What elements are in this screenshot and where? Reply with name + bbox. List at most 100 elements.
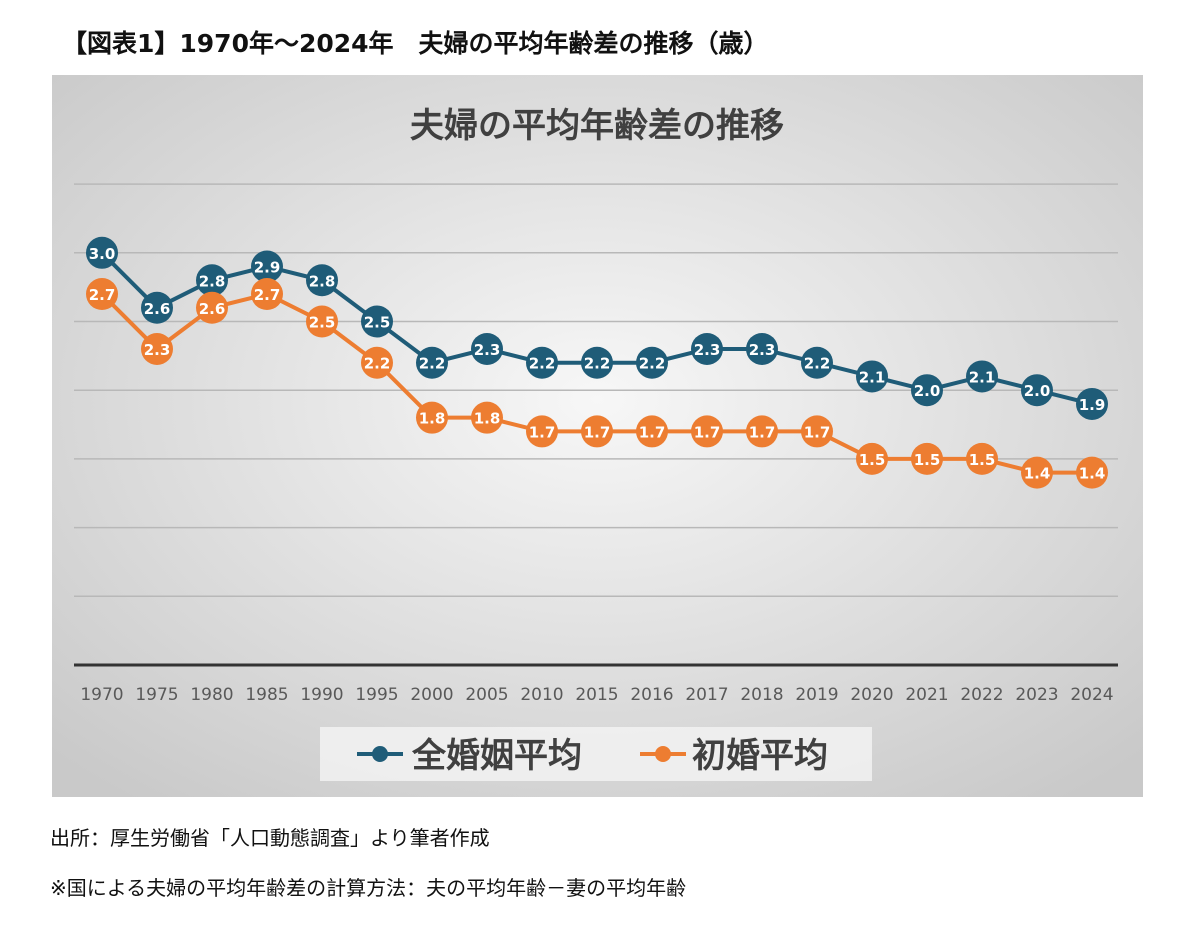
- x-tick-label: 2017: [685, 685, 728, 705]
- data-point: [306, 264, 338, 297]
- data-point: [581, 346, 613, 379]
- data-point: [911, 374, 943, 407]
- data-label: 2.9: [254, 259, 281, 277]
- data-label: 2.3: [144, 341, 171, 359]
- data-label: 2.2: [364, 355, 391, 373]
- data-label: 2.2: [419, 355, 446, 373]
- data-label: 2.5: [364, 314, 391, 332]
- legend-label: 全婚姻平均: [411, 736, 582, 776]
- data-label: 2.3: [694, 341, 721, 359]
- x-tick-label: 2018: [740, 685, 783, 705]
- data-point: [251, 250, 283, 283]
- data-label: 1.7: [694, 423, 721, 441]
- data-label: 2.2: [584, 355, 611, 373]
- data-label: 1.8: [419, 410, 446, 428]
- data-point: [581, 415, 613, 448]
- data-point: [86, 278, 118, 311]
- data-point: [966, 360, 998, 393]
- data-label: 2.1: [969, 368, 996, 386]
- data-label: 2.2: [639, 355, 666, 373]
- legend-label: 初婚平均: [692, 736, 828, 776]
- data-label: 2.5: [309, 314, 336, 332]
- data-label: 1.7: [639, 423, 666, 441]
- data-label: 2.8: [309, 272, 336, 290]
- data-point: [196, 264, 228, 297]
- data-label: 1.4: [1079, 465, 1106, 483]
- x-tick-label: 2000: [410, 685, 453, 705]
- data-label: 2.1: [859, 368, 886, 386]
- data-label: 2.2: [529, 355, 556, 373]
- data-point: [801, 415, 833, 448]
- x-tick-label: 1990: [300, 685, 343, 705]
- data-point: [416, 401, 448, 434]
- x-tick-label: 1995: [355, 685, 398, 705]
- method-note: ※国による夫婦の平均年齢差の計算方法：夫の平均年齢－妻の平均年齢: [50, 876, 687, 900]
- data-label: 1.5: [859, 451, 886, 469]
- data-point: [691, 415, 723, 448]
- data-label: 1.7: [529, 423, 556, 441]
- data-label: 2.3: [474, 341, 501, 359]
- legend: 全婚姻平均 初婚平均: [320, 727, 872, 781]
- x-tick-label: 2005: [465, 685, 508, 705]
- line-chart: 夫婦の平均年齢差の推移 1970 1975 1980 1985 1990 1995 2000…: [52, 75, 1143, 797]
- data-label: 1.7: [584, 423, 611, 441]
- data-point: [471, 401, 503, 434]
- data-point: [1076, 387, 1108, 420]
- data-point: [1021, 374, 1053, 407]
- data-point: [196, 291, 228, 324]
- data-label: 3.0: [89, 245, 116, 263]
- data-point: [526, 346, 558, 379]
- data-label: 2.6: [144, 300, 171, 318]
- data-point: [856, 442, 888, 475]
- data-point: [141, 332, 173, 365]
- data-point: [856, 360, 888, 393]
- data-point: [416, 346, 448, 379]
- x-tick-label: 2010: [520, 685, 563, 705]
- data-label: 2.7: [254, 286, 281, 304]
- x-tick-label: 1970: [80, 685, 123, 705]
- data-point: [251, 278, 283, 311]
- data-point: [471, 332, 503, 365]
- data-point: [691, 332, 723, 365]
- data-point: [361, 305, 393, 338]
- data-point: [1021, 456, 1053, 489]
- data-point: [306, 305, 338, 338]
- data-label: 1.8: [474, 410, 501, 428]
- data-label: 1.4: [1024, 465, 1051, 483]
- x-tick-label: 2020: [850, 685, 893, 705]
- series-1: 3.0 2.6 2.8 2.9 2.8 2.5 2.2 2.3 2.2 2.2 2.2 2.3 2.3 2…: [86, 236, 1108, 420]
- source-note: 出所：厚生労働省「人口動態調査」より筆者作成: [50, 826, 490, 850]
- data-point: [86, 236, 118, 269]
- data-label: 1.9: [1079, 396, 1106, 414]
- figure-heading: 【図表1】1970年～2024年 夫婦の平均年齢差の推移（歳）: [62, 29, 769, 58]
- data-point: [361, 346, 393, 379]
- data-point: [526, 415, 558, 448]
- data-label: 2.6: [199, 300, 226, 318]
- data-point: [746, 332, 778, 365]
- data-label: 1.7: [749, 423, 776, 441]
- x-tick-label: 1975: [135, 685, 178, 705]
- series-2: 2.7 2.3 2.6 2.7 2.5 2.2 1.8 1.8 1.7 1.7 1.7 1.7 1.7 1…: [86, 278, 1108, 489]
- legend-marker: [372, 746, 388, 762]
- x-tick-label: 1980: [190, 685, 233, 705]
- data-point: [966, 442, 998, 475]
- x-tick-label: 2015: [575, 685, 618, 705]
- x-tick-label: 2024: [1070, 685, 1113, 705]
- legend-marker: [655, 746, 671, 762]
- data-point: [636, 346, 668, 379]
- x-tick-label: 2016: [630, 685, 673, 705]
- chart-title: 夫婦の平均年齢差の推移: [410, 106, 784, 146]
- data-label: 2.8: [199, 272, 226, 290]
- data-label: 2.3: [749, 341, 776, 359]
- data-point: [801, 346, 833, 379]
- data-label: 1.5: [969, 451, 996, 469]
- data-label: 2.7: [89, 286, 116, 304]
- data-label: 1.7: [804, 423, 831, 441]
- data-point: [636, 415, 668, 448]
- data-label: 2.0: [914, 382, 941, 400]
- x-tick-label: 2019: [795, 685, 838, 705]
- data-point: [141, 291, 173, 324]
- data-label: 1.5: [914, 451, 941, 469]
- x-tick-label: 1985: [245, 685, 288, 705]
- data-label: 2.0: [1024, 382, 1051, 400]
